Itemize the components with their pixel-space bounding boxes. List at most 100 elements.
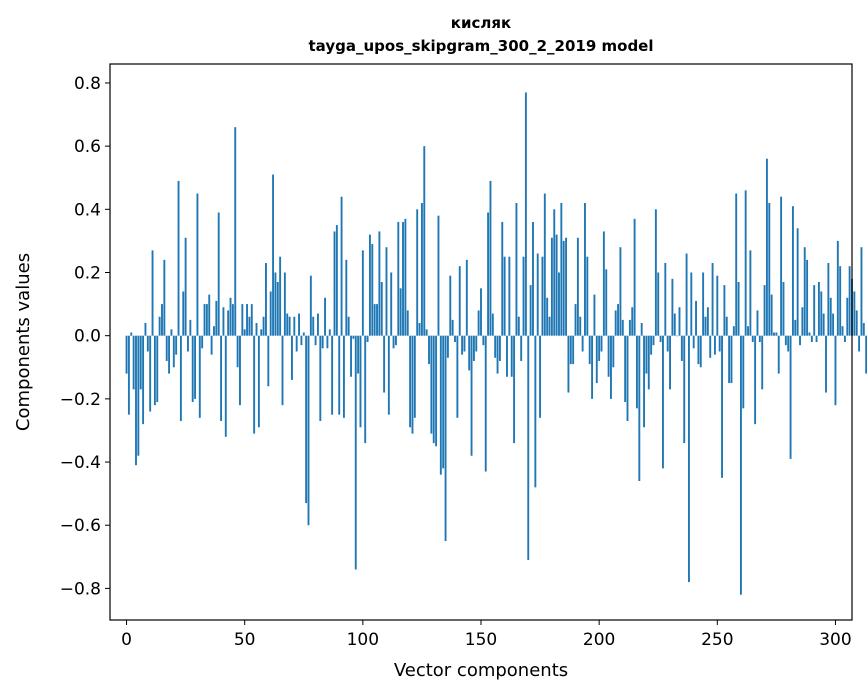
bar-88 xyxy=(333,231,336,336)
bar-111 xyxy=(387,335,390,415)
bar-71 xyxy=(293,316,296,336)
bar-162 xyxy=(508,256,511,336)
bar-120 xyxy=(409,335,412,428)
bar-198 xyxy=(593,294,596,336)
bar-303 xyxy=(841,326,844,336)
x-tick-label-250: 250 xyxy=(701,630,733,650)
bar-144 xyxy=(465,259,468,336)
bar-259 xyxy=(737,281,740,336)
bar-63 xyxy=(274,272,277,336)
y-tick-label-1: 0.6 xyxy=(74,137,101,157)
bar-15 xyxy=(161,304,163,336)
bar-49 xyxy=(241,304,244,336)
bar-282 xyxy=(791,206,794,336)
bar-201 xyxy=(600,335,603,352)
bar-272 xyxy=(768,203,771,336)
y-tick-label-5: −0.2 xyxy=(60,390,101,410)
bar-197 xyxy=(591,335,594,399)
bar-169 xyxy=(524,92,527,336)
bar-68 xyxy=(286,313,289,336)
bar-25 xyxy=(184,237,187,336)
bar-64 xyxy=(276,281,279,336)
bar-1 xyxy=(127,335,130,415)
bar-65 xyxy=(279,256,282,336)
bar-39 xyxy=(217,212,220,336)
bar-20 xyxy=(172,335,175,368)
bar-305 xyxy=(846,297,849,336)
bar-264 xyxy=(749,250,752,336)
bar-211 xyxy=(624,335,627,403)
bar-237 xyxy=(685,253,688,336)
bar-254 xyxy=(725,316,728,336)
bar-148 xyxy=(475,335,478,352)
x-tick-label-0: 0 xyxy=(121,630,132,650)
bar-4 xyxy=(135,335,137,466)
bar-121 xyxy=(411,335,414,434)
bar-42 xyxy=(224,335,227,437)
bar-311 xyxy=(860,247,863,336)
bar-11 xyxy=(151,250,154,336)
bar-61 xyxy=(269,291,272,336)
y-ticks-group: 0.8 0.6 0.4 0.2 0.0 −0.2 −0.4 −0.6 −0.8 xyxy=(60,74,110,599)
bar-277 xyxy=(780,196,783,336)
bars-group xyxy=(125,92,867,595)
bar-57 xyxy=(260,329,263,336)
bar-228 xyxy=(664,263,667,336)
bar-27 xyxy=(189,319,192,336)
bar-230 xyxy=(669,335,671,390)
bar-0 xyxy=(125,335,128,374)
bar-108 xyxy=(380,281,383,336)
bar-160 xyxy=(503,256,506,336)
bar-84 xyxy=(324,297,326,336)
bar-167 xyxy=(520,335,523,361)
bar-28 xyxy=(191,335,194,403)
bar-66 xyxy=(281,335,284,406)
bar-13 xyxy=(156,335,159,403)
bar-80 xyxy=(314,335,317,346)
bar-17 xyxy=(165,335,168,361)
bar-191 xyxy=(576,237,579,336)
bar-95 xyxy=(350,335,352,377)
bar-217 xyxy=(638,335,641,481)
bar-226 xyxy=(659,335,662,342)
bar-189 xyxy=(572,335,575,365)
bar-119 xyxy=(406,310,409,336)
bar-51 xyxy=(246,304,248,336)
bar-29 xyxy=(194,335,197,399)
bar-279 xyxy=(784,335,787,346)
bar-166 xyxy=(517,316,520,336)
y-tick-label-4: 0.0 xyxy=(74,327,101,347)
plot-frame xyxy=(109,63,853,621)
bar-299 xyxy=(832,313,835,336)
bar-291 xyxy=(813,285,816,336)
bar-146 xyxy=(470,335,473,456)
bar-79 xyxy=(312,316,315,336)
bar-225 xyxy=(657,272,660,336)
bar-92 xyxy=(343,335,345,418)
x-tick-label-100: 100 xyxy=(347,630,379,650)
bar-34 xyxy=(205,304,208,336)
bar-129 xyxy=(430,335,433,434)
bar-186 xyxy=(565,237,568,336)
bar-252 xyxy=(721,335,723,478)
bar-35 xyxy=(208,294,211,336)
bar-31 xyxy=(198,335,201,418)
bar-158 xyxy=(498,335,501,361)
bar-37 xyxy=(213,326,215,336)
bar-240 xyxy=(692,335,695,349)
bar-5 xyxy=(137,335,140,456)
x-tick-label-200: 200 xyxy=(583,630,615,650)
bar-116 xyxy=(399,288,402,336)
bar-208 xyxy=(617,304,619,336)
bar-16 xyxy=(163,259,166,336)
bar-73 xyxy=(298,313,300,336)
bar-267 xyxy=(756,310,759,336)
bar-83 xyxy=(321,335,324,349)
bar-10 xyxy=(149,335,152,412)
bar-175 xyxy=(539,335,542,418)
bar-30 xyxy=(196,193,199,336)
bar-203 xyxy=(605,269,608,336)
bar-147 xyxy=(472,335,475,361)
bar-182 xyxy=(555,234,558,336)
bar-81 xyxy=(317,313,319,336)
